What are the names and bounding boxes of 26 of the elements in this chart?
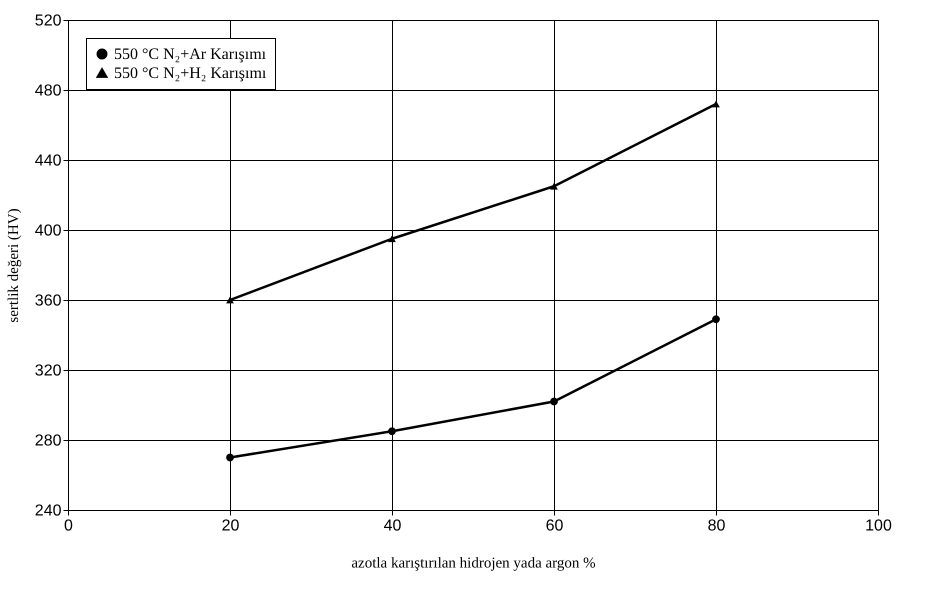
point xyxy=(550,398,558,406)
point xyxy=(712,315,720,324)
point xyxy=(712,100,720,108)
x-tick-label: 40 xyxy=(384,518,402,534)
point xyxy=(226,296,234,304)
point xyxy=(550,182,558,190)
y-tick-label: 320 xyxy=(34,362,62,380)
y-tick-label: 280 xyxy=(34,432,62,450)
point xyxy=(388,427,396,436)
y-tick-label: 480 xyxy=(34,82,62,100)
x-axis-title: azotla karıştırılan hidrojen yada argon % xyxy=(351,556,596,572)
legend-label: 550 °C N₂+H₂ Karışımı xyxy=(114,65,267,82)
x-tick-label: 80 xyxy=(708,518,726,534)
y-tick-label: 240 xyxy=(34,502,62,520)
x-tick-label: 20 xyxy=(222,518,240,534)
y-axis-title: sertlik değeri (HV) xyxy=(6,208,22,323)
x-tick-label: 100 xyxy=(865,518,892,534)
y-tick-label: 440 xyxy=(34,152,62,170)
x-tick-label: 60 xyxy=(546,518,564,534)
legend-label: 550 °C N₂+Ar Karışımı xyxy=(114,46,267,63)
y-tick-label: 520 xyxy=(34,12,62,30)
x-tick-label: 0 xyxy=(64,518,74,534)
point xyxy=(388,235,396,242)
y-tick-label: 360 xyxy=(34,292,62,310)
point xyxy=(226,454,234,462)
y-tick-label: 400 xyxy=(34,222,62,240)
